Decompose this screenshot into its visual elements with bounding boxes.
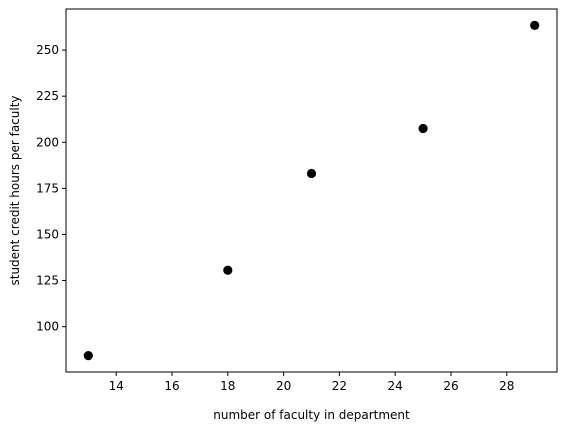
y-tick-label: 200 — [36, 135, 59, 149]
x-tick-label: 18 — [220, 379, 235, 393]
x-tick-label: 28 — [499, 379, 514, 393]
x-tick-label: 14 — [109, 379, 124, 393]
y-tick-label: 175 — [36, 181, 59, 195]
y-tick-label: 100 — [36, 320, 59, 334]
x-axis-label: number of faculty in department — [213, 408, 410, 422]
y-tick-label: 125 — [36, 274, 59, 288]
x-tick-label: 26 — [443, 379, 458, 393]
ticks-layer: 14 16 18 20 22 24 26 28 100 125 150 175 200 225 250 — [36, 43, 514, 393]
y-tick-label: 250 — [36, 43, 59, 57]
y-tick-label: 225 — [36, 89, 59, 103]
plot-frame — [65, 8, 558, 373]
scatter-point — [223, 265, 233, 275]
x-tick-label: 24 — [388, 379, 403, 393]
scatter-point — [530, 20, 540, 31]
scatter-point — [83, 350, 93, 361]
y-axis-label: student credit hours per faculty — [8, 95, 22, 285]
points-layer — [83, 20, 540, 361]
x-tick-label: 20 — [276, 379, 291, 393]
scatter-point — [418, 123, 428, 134]
scatter-point — [306, 168, 317, 179]
y-tick-label: 150 — [36, 227, 59, 241]
x-tick-label: 16 — [164, 379, 179, 393]
x-tick-label: 22 — [332, 379, 347, 393]
